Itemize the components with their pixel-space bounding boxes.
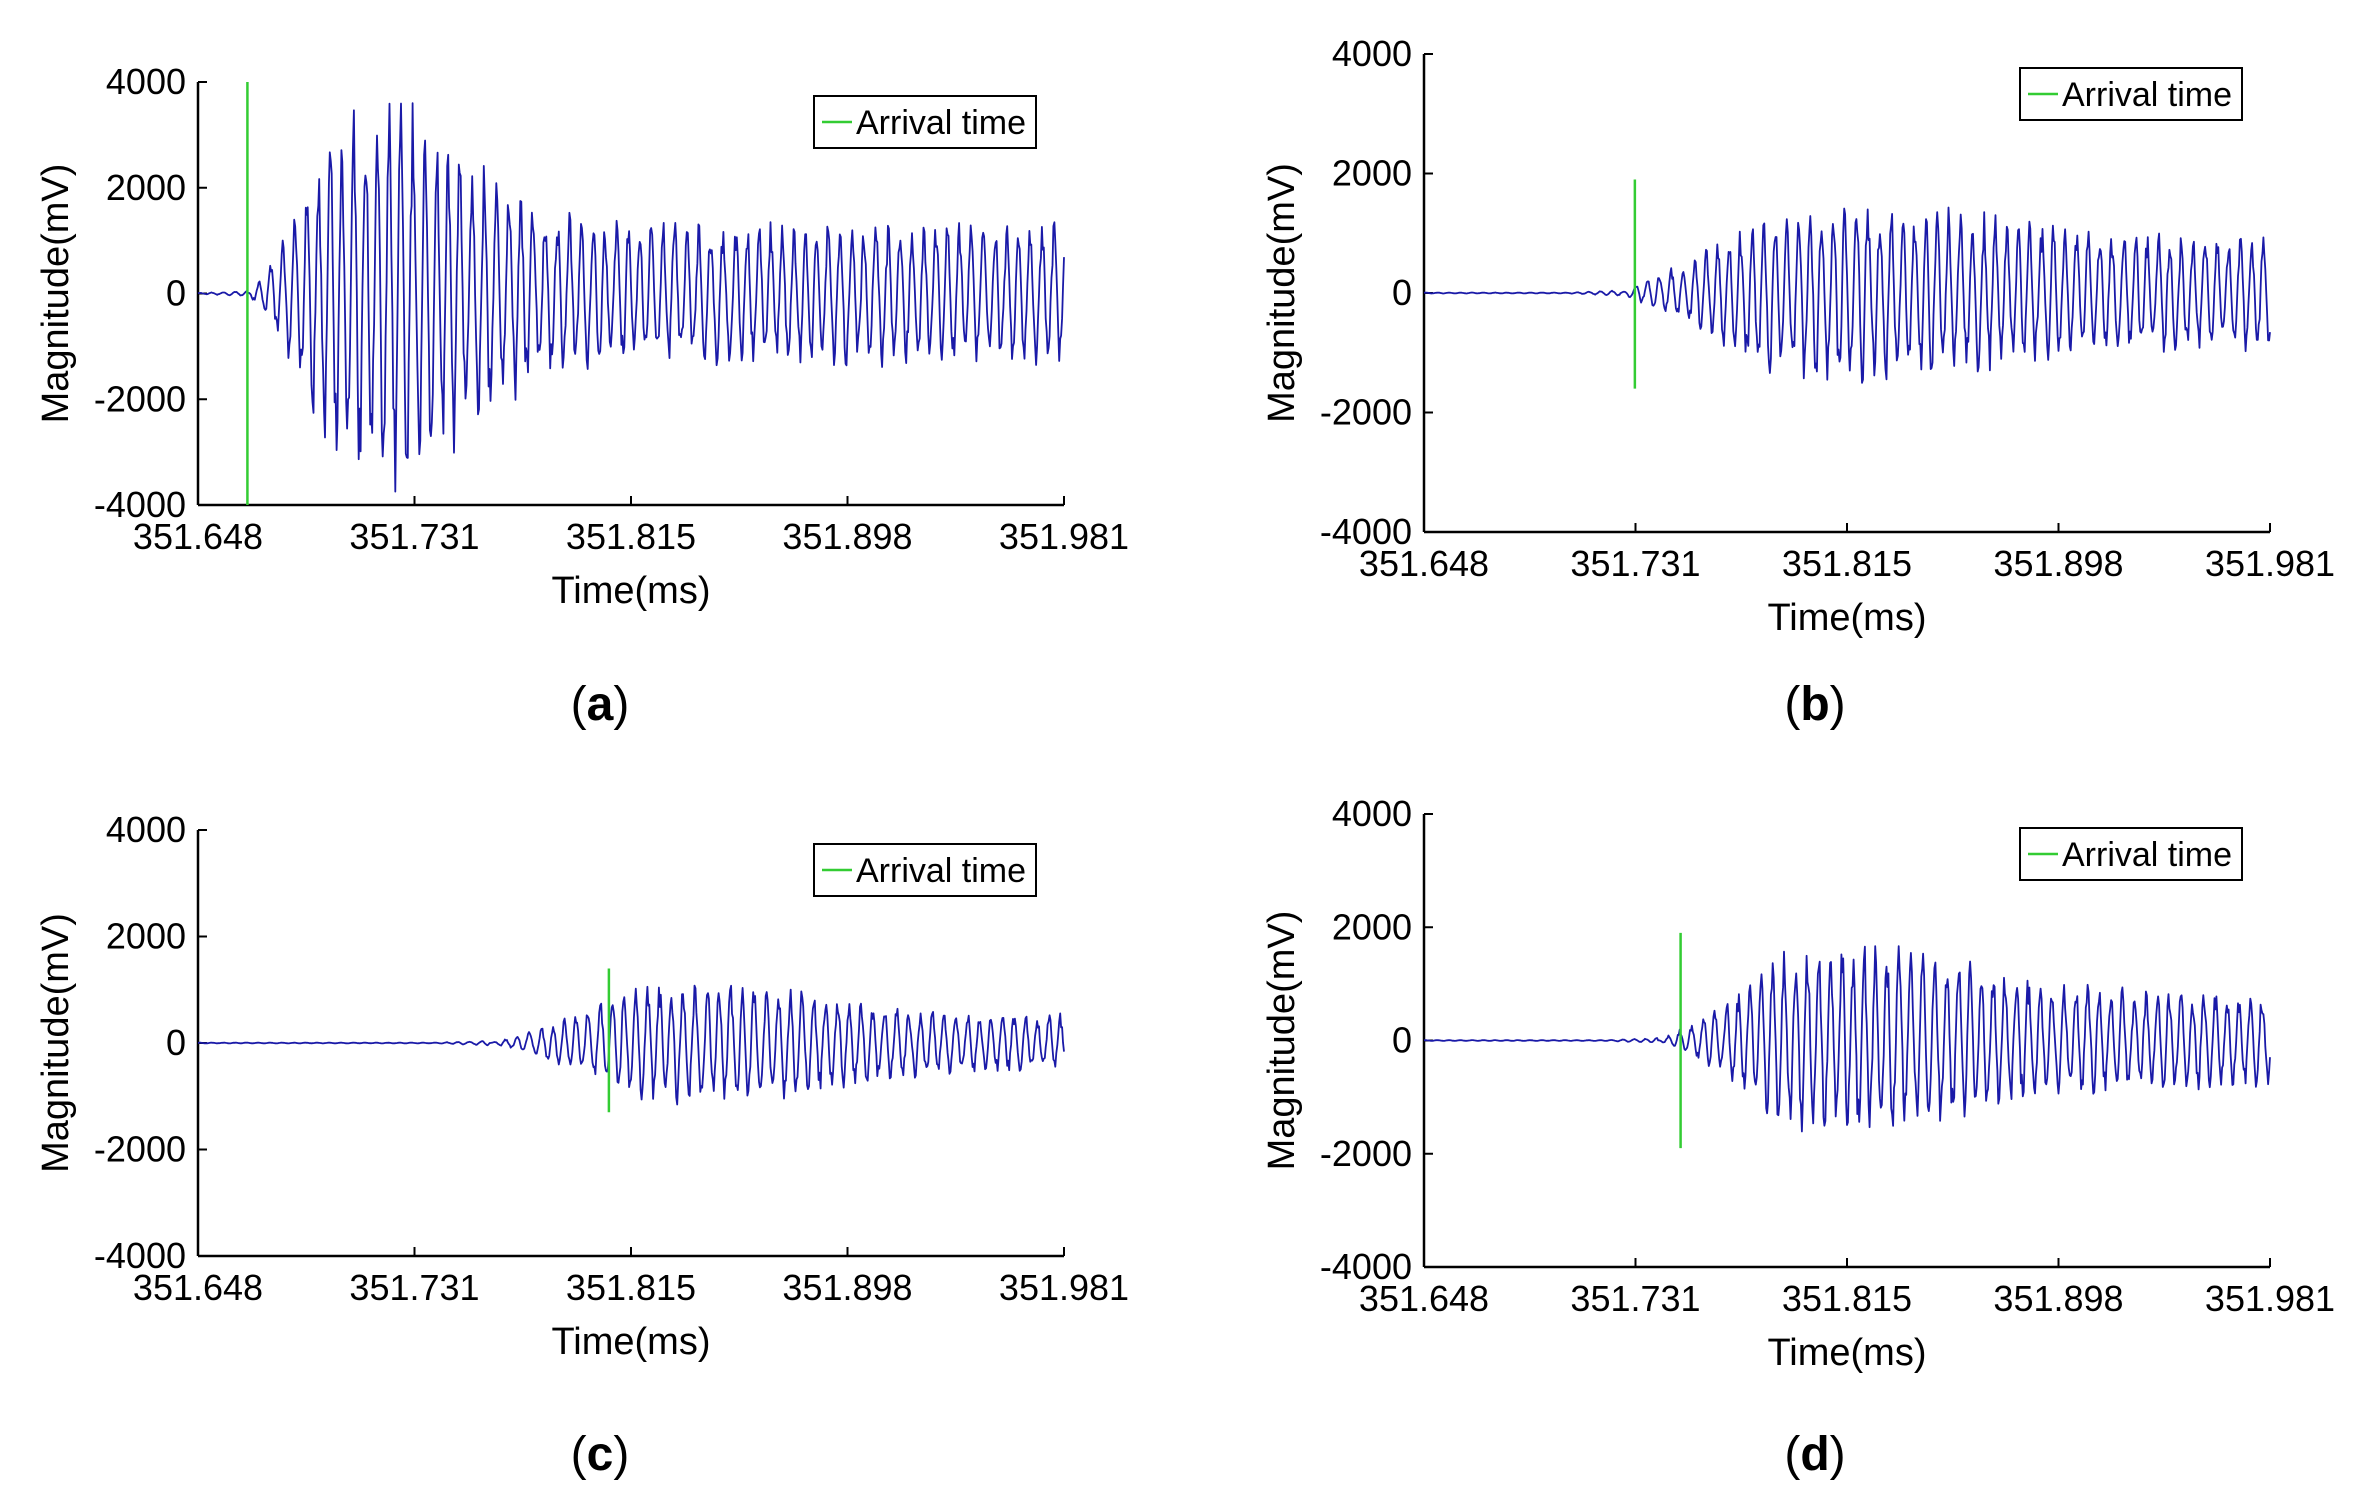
x-tick-label: 351.815: [566, 516, 696, 557]
y-tick-label: 4000: [1332, 793, 1412, 834]
x-tick-label: 351.731: [1570, 1278, 1700, 1319]
x-tick-label: 351.815: [1782, 543, 1912, 584]
x-tick-label: 351.815: [566, 1267, 696, 1308]
x-tick-label: 351.731: [1570, 543, 1700, 584]
x-tick-label: 351.981: [2205, 543, 2335, 584]
y-tick-label: -2000: [94, 378, 186, 419]
y-tick-label: 2000: [106, 167, 186, 208]
x-tick-label: 351.898: [782, 1267, 912, 1308]
y-tick-label: 4000: [106, 61, 186, 102]
x-tick-label: 351.731: [349, 516, 479, 557]
panel-b: 351.648 351.731 351.815 351.898 351.981 4000 2…: [1261, 33, 2335, 731]
x-tick-label: 351.648: [133, 1267, 263, 1308]
y-tick-label: 2000: [1332, 906, 1412, 947]
legend: Arrival time: [2019, 67, 2243, 121]
y-tick-label: 2000: [106, 916, 186, 957]
x-axis-title: Time(ms): [1768, 597, 1927, 639]
x-axis-title: Time(ms): [1768, 1332, 1927, 1374]
y-tick-label: -2000: [94, 1129, 186, 1170]
x-axis-title: Time(ms): [552, 1321, 711, 1363]
legend: Arrival time: [2019, 827, 2243, 881]
x-tick-label: 351.981: [999, 1267, 1129, 1308]
x-tick-label: 351.981: [999, 516, 1129, 557]
legend-box: [2019, 827, 2243, 881]
waveform-series: [1423, 945, 2271, 1133]
legend-label: Arrival time: [2062, 76, 2232, 114]
panel-caption: (d): [1784, 1428, 1845, 1481]
panel-caption-letter: d: [1800, 1428, 1829, 1481]
y-axis-title: Magnitude(mV): [1261, 163, 1303, 423]
y-tick-label: 2000: [1332, 153, 1412, 194]
y-axis-title: Magnitude(mV): [35, 164, 77, 424]
panel-caption-letter: c: [587, 1428, 614, 1481]
legend-label: Arrival time: [2062, 836, 2232, 874]
x-tick-label: 351.648: [1359, 543, 1489, 584]
waveform-series: [197, 102, 1065, 493]
legend-label: Arrival time: [856, 104, 1026, 142]
x-tick-label: 351.648: [133, 516, 263, 557]
panel-caption: (b): [1784, 678, 1845, 731]
panel-a: 351.648 351.731 351.815 351.898 351.981 4000 2…: [35, 61, 1129, 731]
y-tick-label: 4000: [1332, 33, 1412, 74]
panel-caption-letter: a: [587, 678, 614, 731]
panel-caption: (a): [571, 678, 630, 731]
y-tick-label: 4000: [106, 809, 186, 850]
x-tick-label: 351.981: [2205, 1278, 2335, 1319]
y-tick-label: -4000: [1320, 511, 1412, 552]
waveform-series: [1423, 206, 2271, 384]
y-tick-label: -4000: [1320, 1246, 1412, 1287]
panel-caption: (c): [571, 1428, 630, 1481]
y-tick-label: 0: [166, 1022, 186, 1063]
y-tick-label: -4000: [94, 1235, 186, 1276]
x-tick-label: 351.898: [782, 516, 912, 557]
x-tick-label: 351.898: [1993, 543, 2123, 584]
y-tick-label: 0: [1392, 272, 1412, 313]
x-tick-label: 351.898: [1993, 1278, 2123, 1319]
y-axis-title: Magnitude(mV): [1261, 911, 1303, 1171]
y-tick-label: -2000: [1320, 392, 1412, 433]
x-tick-label: 351.648: [1359, 1278, 1489, 1319]
panel-c: 351.648 351.731 351.815 351.898 351.981 4000 2…: [35, 809, 1129, 1481]
panel-caption-letter: b: [1800, 678, 1829, 731]
x-axis-title: Time(ms): [552, 570, 711, 612]
x-tick-label: 351.731: [349, 1267, 479, 1308]
waveform-series: [198, 984, 1065, 1106]
y-tick-label: -4000: [94, 484, 186, 525]
y-tick-label: 0: [1392, 1020, 1412, 1061]
legend-label: Arrival time: [856, 852, 1026, 890]
legend: Arrival time: [813, 95, 1037, 149]
legend: Arrival time: [813, 843, 1037, 897]
x-tick-label: 351.815: [1782, 1278, 1912, 1319]
panel-d: 351.648 351.731 351.815 351.898 351.981 4000 2…: [1261, 793, 2335, 1481]
y-tick-label: -2000: [1320, 1133, 1412, 1174]
y-axis-title: Magnitude(mV): [35, 913, 77, 1173]
y-tick-label: 0: [166, 273, 186, 314]
